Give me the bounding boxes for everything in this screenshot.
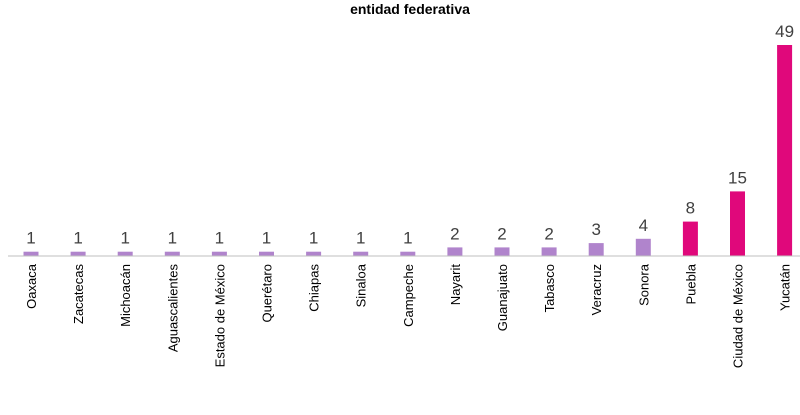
category-label: Campeche: [401, 264, 416, 327]
bar-value-label: 2: [497, 224, 506, 243]
bar: [23, 251, 39, 256]
category-label: Oaxaca: [24, 263, 39, 309]
category-label: Zacatecas: [71, 264, 86, 324]
bar: [400, 251, 416, 256]
bar: [777, 45, 793, 256]
bar: [259, 251, 274, 256]
bar-value-label: 2: [544, 224, 553, 243]
category-label: Aguascalientes: [165, 264, 180, 353]
bar: [447, 247, 463, 256]
category-label: Querétaro: [260, 264, 275, 323]
bars-group: [23, 45, 793, 256]
category-label: Veracruz: [589, 264, 604, 315]
bar: [730, 191, 745, 256]
bar-value-label: 1: [262, 229, 271, 248]
bar: [164, 251, 180, 256]
category-label: Sonora: [636, 263, 651, 306]
category-label: Estado de México: [212, 264, 227, 367]
bar-value-label: 8: [686, 199, 695, 218]
bar: [117, 251, 133, 256]
bar: [541, 247, 557, 256]
bar-value-label: 2: [450, 224, 459, 243]
bar-value-label: 1: [309, 229, 318, 248]
value-labels-group: 1 1 1 1 1 1 1 1 1 2 2 2 3 4 8 15 49: [26, 22, 794, 248]
category-label: Sinaloa: [354, 263, 369, 307]
bar-value-label: 1: [215, 229, 224, 248]
category-label: Yucatán: [778, 264, 793, 311]
category-label: Tabasco: [542, 264, 557, 312]
bar-value-label: 4: [639, 216, 648, 235]
bar-value-label: 3: [591, 220, 600, 239]
category-label: Puebla: [683, 263, 698, 304]
category-label: Michoacán: [118, 264, 133, 327]
bar-value-label: 1: [356, 229, 365, 248]
bar: [682, 221, 698, 256]
bar: [635, 238, 651, 256]
bar-value-label: 1: [26, 229, 35, 248]
bar: [306, 251, 322, 256]
bar-value-label: 1: [403, 229, 412, 248]
bar: [353, 251, 369, 256]
bar-value-label: 49: [775, 22, 794, 41]
category-label: Chiapas: [307, 264, 322, 312]
bar-value-label: 15: [728, 168, 747, 187]
bar-value-label: 1: [120, 229, 129, 248]
category-label: Ciudad de México: [731, 264, 746, 368]
bar-value-label: 1: [168, 229, 177, 248]
bar: [70, 251, 86, 256]
bar: [494, 247, 510, 256]
category-label: Guanajuato: [495, 264, 510, 331]
category-labels-group: Oaxaca Zacatecas Michoacán Aguascalientes Es…: [24, 263, 793, 368]
chart-title: entidad federativa: [350, 1, 470, 17]
bar-value-label: 1: [73, 229, 82, 248]
bar: [211, 251, 227, 256]
bar: [588, 243, 604, 256]
category-label: Nayarit: [448, 264, 463, 306]
